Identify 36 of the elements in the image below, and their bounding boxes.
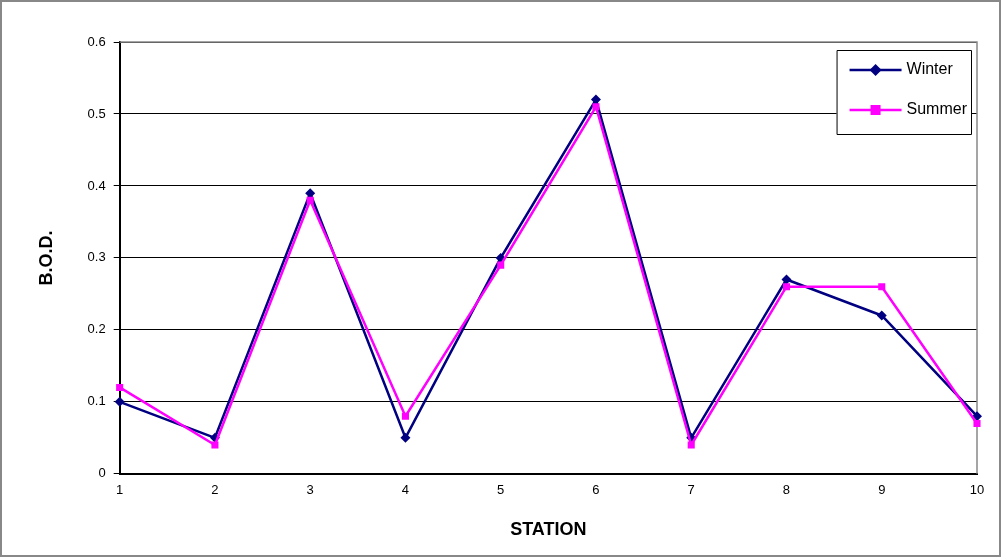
y-tick-label: 0.3 xyxy=(87,249,106,265)
legend-label: Summer xyxy=(906,100,968,118)
point xyxy=(211,441,219,449)
point xyxy=(590,94,601,105)
point xyxy=(114,396,125,407)
y-tick-label: 0.5 xyxy=(87,105,106,121)
point xyxy=(592,103,600,111)
point xyxy=(687,441,695,449)
x-tick-label: 1 xyxy=(116,482,124,498)
y-tick-label: 0 xyxy=(98,465,106,481)
x-tick-label: 10 xyxy=(969,482,985,498)
x-tick-label: 5 xyxy=(497,482,505,498)
point xyxy=(876,310,887,321)
x-tick-label: 2 xyxy=(211,482,219,498)
point xyxy=(878,283,886,291)
point xyxy=(400,432,411,443)
y-tick-label: 0.4 xyxy=(87,177,106,193)
y-tick-label: 0.6 xyxy=(87,33,106,49)
point xyxy=(973,419,981,427)
x-tick-label: 6 xyxy=(592,482,600,498)
point xyxy=(782,283,791,291)
x-tick-label: 8 xyxy=(782,482,791,498)
x-tick-label: 3 xyxy=(306,482,314,498)
point xyxy=(781,274,792,285)
point xyxy=(116,383,124,391)
x-tick-label: 7 xyxy=(687,482,695,498)
x-axis-title: STATION xyxy=(510,519,587,540)
point xyxy=(401,412,409,420)
point xyxy=(497,261,505,269)
point xyxy=(306,196,314,204)
y-tick-label: 0.1 xyxy=(87,393,106,409)
y-axis-title: B.O.D. xyxy=(35,230,56,286)
y-tick-label: 0.2 xyxy=(87,321,106,337)
legend-label: Winter xyxy=(906,60,954,78)
x-tick-label: 9 xyxy=(878,482,886,498)
x-tick-label: 4 xyxy=(401,482,410,498)
